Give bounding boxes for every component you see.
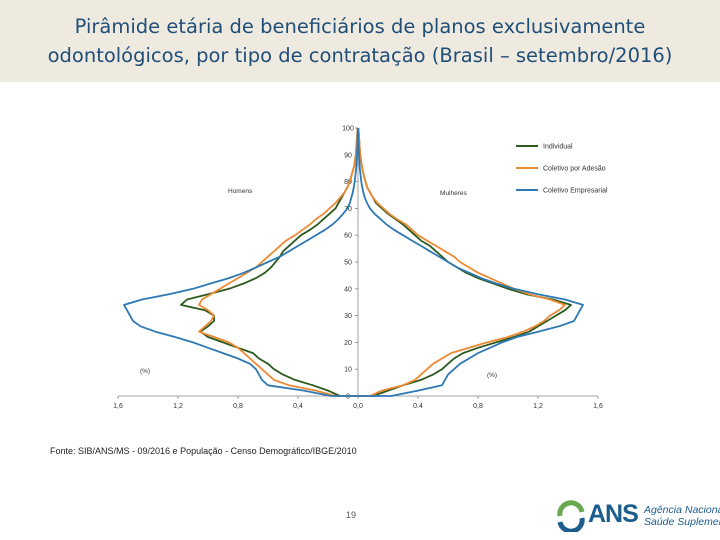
ans-logo-line2: Saúde Suplementar: [644, 516, 720, 528]
title-band: [0, 0, 720, 82]
slide-title: Pirâmide etária de beneficiários de plan…: [47, 15, 673, 67]
x-tick-label: 0,0: [353, 403, 363, 410]
legend-label: Coletivo por Adesão: [543, 166, 606, 173]
ans-logo: ANS Agência Nacional de Saúde Suplementa…: [556, 498, 720, 534]
y-tick-label: 30: [344, 313, 352, 320]
side-label-right: Mulheres: [440, 190, 467, 197]
x-tick-label: 1,2: [173, 403, 183, 410]
y-tick-label: 50: [344, 260, 352, 267]
x-tick-label: 1,2: [533, 403, 543, 410]
side-label-left: Homens: [228, 188, 253, 195]
y-tick-label: 0: [346, 394, 350, 401]
page-number: 19: [346, 510, 357, 520]
ans-logo-mark-icon: [557, 500, 585, 532]
y-tick-label: 40: [344, 286, 352, 293]
series-line: [180, 127, 572, 397]
x-tick-label: 0.4: [413, 403, 423, 410]
y-tick-label: 60: [344, 233, 352, 240]
y-tick-label: 80: [344, 179, 352, 186]
legend-label: Coletivo Empresarial: [543, 188, 608, 195]
series-line: [123, 127, 584, 397]
x-tick-label: 1,6: [113, 403, 123, 410]
ans-logo-acronym: ANS: [588, 500, 639, 528]
y-tick-label: 10: [344, 367, 352, 374]
x-tick-label: 1,6: [593, 403, 603, 410]
x-tick-label: 0,8: [473, 403, 483, 410]
y-tick-label: 100: [342, 126, 354, 133]
series-line: [198, 127, 566, 397]
x-unit-label-left: (%): [140, 368, 150, 375]
y-tick-label: 70: [344, 206, 352, 213]
source-note: Fonte: SIB/ANS/MS - 09/2016 e População …: [50, 446, 357, 456]
ans-logo-line1: Agência Nacional de: [644, 504, 720, 516]
x-tick-label: 0,8: [233, 403, 243, 410]
y-tick-label: 90: [344, 152, 352, 159]
y-tick-label: 20: [344, 340, 352, 347]
legend-label: Individual: [543, 144, 573, 151]
x-unit-label-right: (%): [487, 372, 497, 379]
x-tick-label: 0,4: [293, 403, 303, 410]
